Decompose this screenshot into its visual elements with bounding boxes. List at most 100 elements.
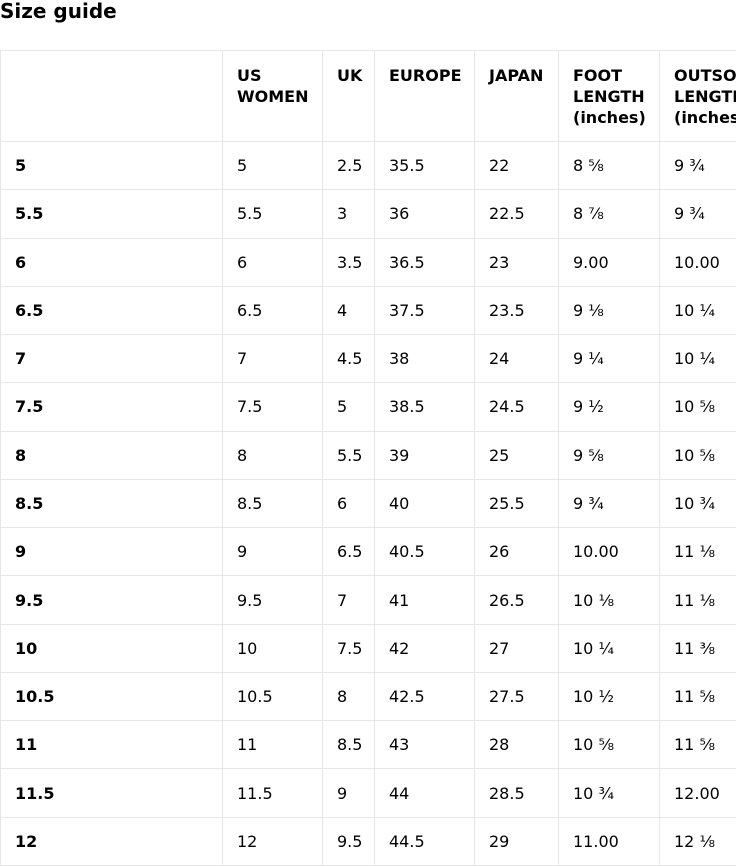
- table-cell: 28.5: [474, 768, 559, 818]
- table-cell: 11 ⅛: [659, 575, 736, 625]
- header-cell: US WOMEN: [222, 50, 323, 142]
- row-label: 9.5: [0, 575, 223, 625]
- table-cell: 41: [374, 575, 475, 625]
- table-cell: 9 ¾: [659, 189, 736, 239]
- table-cell: 9.5: [322, 816, 375, 866]
- table-cell: 4: [322, 285, 375, 336]
- table-cell: 10 ¼: [659, 285, 736, 336]
- table-cell: 12.00: [659, 768, 736, 818]
- table-cell: 6.5: [322, 527, 375, 577]
- table-row: 8.5 8.5 6 40 25.5 9 ¾ 10 ¾: [0, 478, 736, 529]
- table-cell: 11.00: [558, 816, 660, 866]
- table-cell: 22: [474, 140, 559, 191]
- table-cell: 5: [222, 140, 323, 191]
- row-label: 12: [0, 816, 223, 866]
- table-cell: 3.5: [322, 237, 375, 287]
- table-cell: 6.5: [222, 285, 323, 336]
- table-cell: 10 ¼: [558, 623, 660, 673]
- table-cell: 25.5: [474, 478, 559, 529]
- table-row: 12 12 9.5 44.5 29 11.00 12 ⅛: [0, 816, 736, 866]
- table-row: 6 6 3.5 36.5 23 9.00 10.00: [0, 237, 736, 287]
- header-cell: FOOT LENGTH (inches): [558, 50, 660, 142]
- row-label: 11: [0, 720, 223, 770]
- table-cell: 9 ¾: [558, 478, 660, 529]
- table-cell: 37.5: [374, 285, 475, 336]
- table-cell: 10 ⅝: [659, 430, 736, 480]
- table-cell: 8: [322, 671, 375, 722]
- size-table: US WOMEN UK EUROPE JAPAN FOOT LENGTH (inches…: [0, 50, 736, 866]
- table-row: 7.5 7.5 5 38.5 24.5 9 ½ 10 ⅝: [0, 382, 736, 432]
- table-cell: 10 ¾: [558, 768, 660, 818]
- table-container: US WOMEN UK EUROPE JAPAN FOOT LENGTH (inches…: [0, 50, 736, 867]
- header-row: US WOMEN UK EUROPE JAPAN FOOT LENGTH (inches…: [0, 50, 736, 142]
- row-label: 6.5: [0, 285, 223, 336]
- table-cell: 10 ⅝: [659, 382, 736, 432]
- table-cell: 11 ⅝: [659, 720, 736, 770]
- row-label: 5: [0, 140, 223, 191]
- header-cell: UK: [322, 50, 375, 142]
- table-cell: 8 ⅞: [558, 189, 660, 239]
- table-cell: 9: [222, 527, 323, 577]
- table-cell: 7: [222, 334, 323, 384]
- table-cell: 10 ⅝: [558, 720, 660, 770]
- header-cell: [0, 50, 223, 142]
- table-cell: 10 ¾: [659, 478, 736, 529]
- table-cell: 22.5: [474, 189, 559, 239]
- table-cell: 12: [222, 816, 323, 866]
- table-cell: 40: [374, 478, 475, 529]
- table-cell: 10: [222, 623, 323, 673]
- table-cell: 10.5: [222, 671, 323, 722]
- table-cell: 11 ⅛: [659, 527, 736, 577]
- table-cell: 7.5: [322, 623, 375, 673]
- table-cell: 6: [222, 237, 323, 287]
- table-row: 9 9 6.5 40.5 26 10.00 11 ⅛: [0, 527, 736, 577]
- table-cell: 36.5: [374, 237, 475, 287]
- table-cell: 9 ½: [558, 382, 660, 432]
- table-cell: 44: [374, 768, 475, 818]
- table-cell: 8.5: [222, 478, 323, 529]
- table-cell: 11 ⅝: [659, 671, 736, 722]
- table-cell: 4.5: [322, 334, 375, 384]
- row-label: 7: [0, 334, 223, 384]
- table-cell: 28: [474, 720, 559, 770]
- table-cell: 25: [474, 430, 559, 480]
- table-cell: 5.5: [322, 430, 375, 480]
- table-cell: 7: [322, 575, 375, 625]
- table-cell: 26: [474, 527, 559, 577]
- table-cell: 11.5: [222, 768, 323, 818]
- row-label: 8.5: [0, 478, 223, 529]
- table-cell: 9.00: [558, 237, 660, 287]
- table-cell: 24: [474, 334, 559, 384]
- table-cell: 38: [374, 334, 475, 384]
- row-label: 7.5: [0, 382, 223, 432]
- table-cell: 10 ¼: [659, 334, 736, 384]
- table-cell: 10 ⅛: [558, 575, 660, 625]
- table-cell: 6: [322, 478, 375, 529]
- table-cell: 27.5: [474, 671, 559, 722]
- table-row: 8 8 5.5 39 25 9 ⅝ 10 ⅝: [0, 430, 736, 480]
- table-cell: 35.5: [374, 140, 475, 191]
- row-label: 9: [0, 527, 223, 577]
- table-cell: 42: [374, 623, 475, 673]
- table-cell: 23.5: [474, 285, 559, 336]
- table-cell: 42.5: [374, 671, 475, 722]
- table-cell: 11: [222, 720, 323, 770]
- table-row: 11.5 11.5 9 44 28.5 10 ¾ 12.00: [0, 768, 736, 818]
- table-row: 6.5 6.5 4 37.5 23.5 9 ⅛ 10 ¼: [0, 285, 736, 336]
- table-cell: 24.5: [474, 382, 559, 432]
- table-cell: 9: [322, 768, 375, 818]
- table-cell: 23: [474, 237, 559, 287]
- table-cell: 27: [474, 623, 559, 673]
- table-cell: 38.5: [374, 382, 475, 432]
- table-row: 7 7 4.5 38 24 9 ¼ 10 ¼: [0, 334, 736, 384]
- table-cell: 10.00: [558, 527, 660, 577]
- row-label: 10.5: [0, 671, 223, 722]
- table-cell: 11 ⅜: [659, 623, 736, 673]
- table-cell: 39: [374, 430, 475, 480]
- table-cell: 12 ⅛: [659, 816, 736, 866]
- table-cell: 2.5: [322, 140, 375, 191]
